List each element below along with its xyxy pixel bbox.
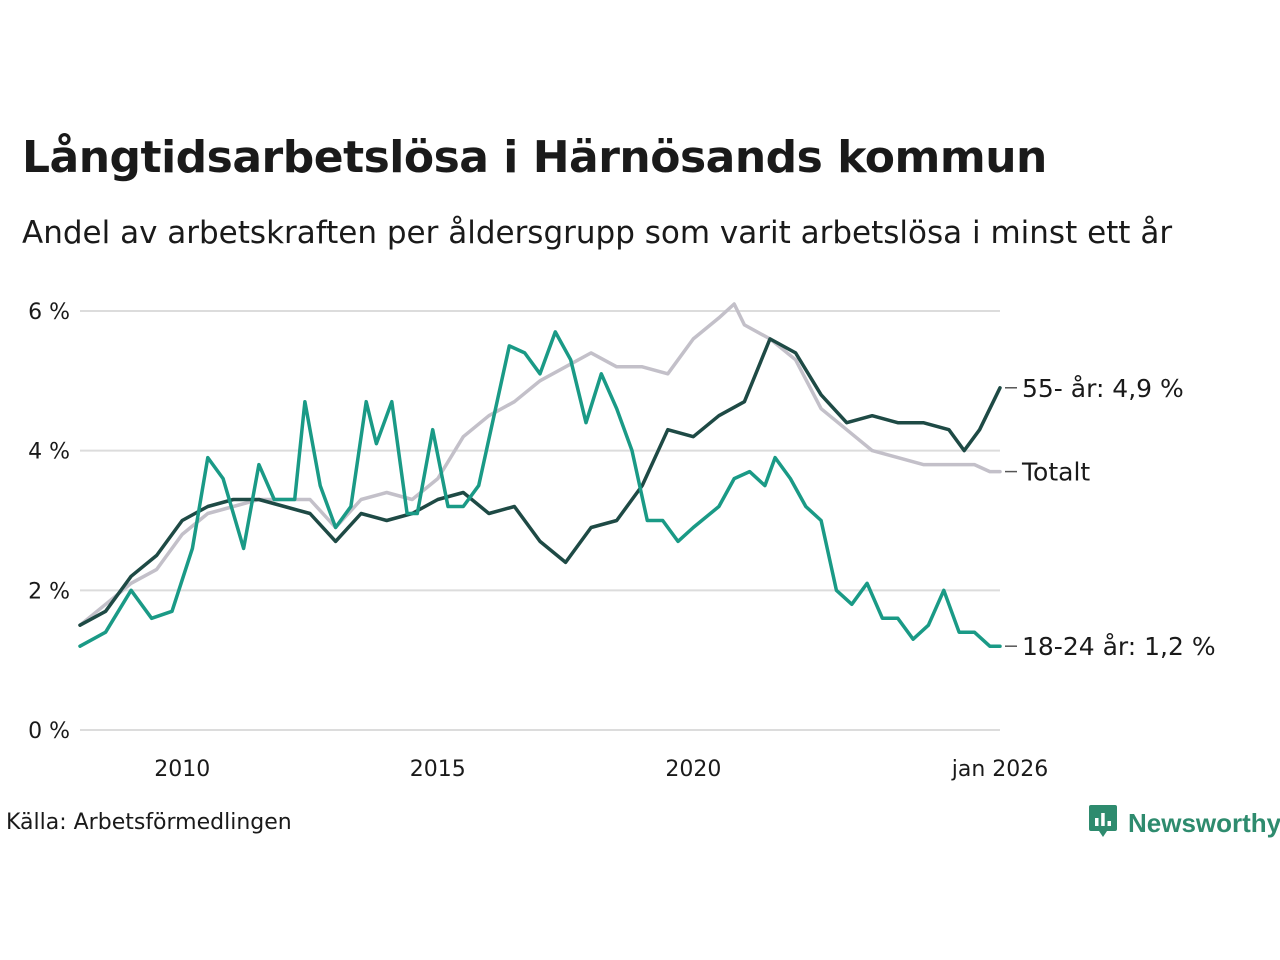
newsworthy-logo: Newsworthy <box>1088 803 1280 843</box>
series-label-55-r: 55- år: 4,9 % <box>1022 374 1184 403</box>
series-line-55-r <box>78 337 1002 627</box>
chart-subtitle: Andel av arbetskraften per åldersgrupp s… <box>22 215 1173 251</box>
chart-title: Långtidsarbetslösa i Härnösands kommun <box>22 132 1047 183</box>
x-tick-label: 2010 <box>154 757 210 782</box>
series-line-18-24-r <box>78 330 1002 648</box>
series-label-totalt: Totalt <box>1021 458 1090 487</box>
series-label-18-24-r: 18-24 år: 1,2 % <box>1022 632 1216 661</box>
series-end-labels: Totalt 55- år: 4,9 % 18-24 år: 1,2 % <box>1005 374 1216 661</box>
source-note: Källa: Arbetsförmedlingen <box>6 810 292 835</box>
y-axis-ticks: 0 % 2 % 4 % 6 % <box>28 300 70 744</box>
x-tick-label: 2020 <box>665 757 721 782</box>
bar-chart-icon <box>1088 803 1118 843</box>
y-tick-label: 2 % <box>28 579 70 604</box>
x-tick-label: jan 2026 <box>951 757 1049 782</box>
x-tick-label: 2015 <box>410 757 466 782</box>
y-tick-label: 0 % <box>28 719 70 744</box>
y-tick-label: 6 % <box>28 300 70 325</box>
grid-lines <box>80 309 1000 731</box>
series-line-totalt <box>78 302 1002 627</box>
logo-text: Newsworthy <box>1128 807 1280 838</box>
x-axis-ticks: 2010 2015 2020 jan 2026 <box>154 757 1048 782</box>
y-tick-label: 4 % <box>28 440 70 465</box>
series-lines <box>78 302 1002 648</box>
